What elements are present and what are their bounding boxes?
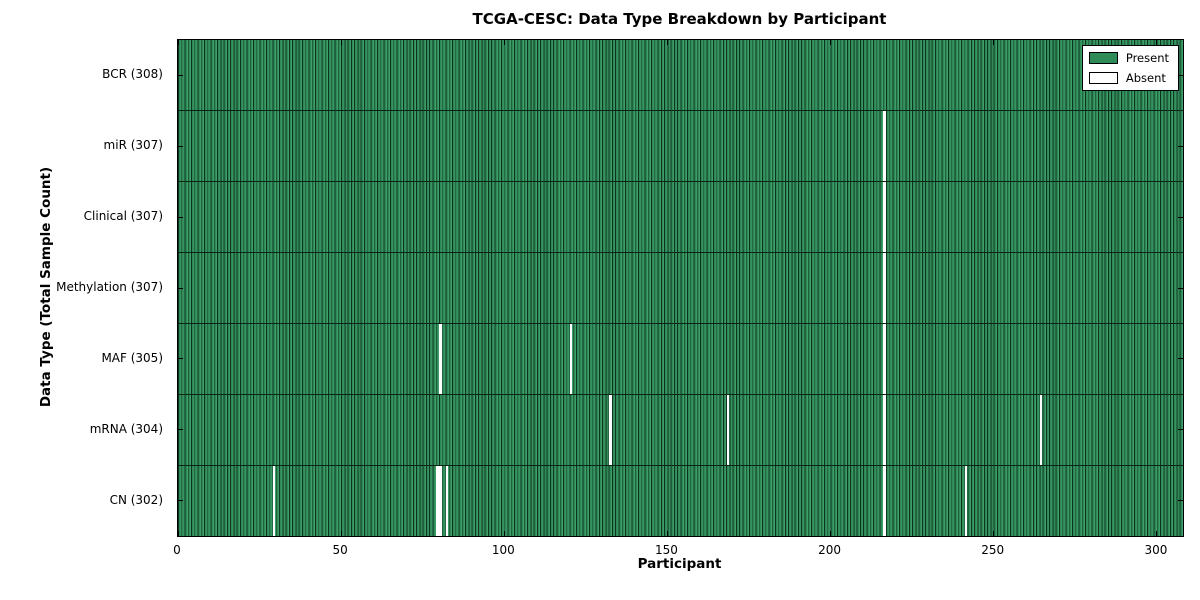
row-MAF bbox=[178, 323, 1183, 394]
tick-mark bbox=[1156, 531, 1158, 536]
legend-item-present: Present bbox=[1088, 51, 1169, 65]
x-tick-labels: 0 50 100 150 200 250 300 bbox=[173, 543, 1182, 559]
absent-bar bbox=[964, 466, 968, 536]
absent-bar bbox=[883, 253, 886, 323]
tick-mark bbox=[178, 216, 183, 218]
legend-present-label: Present bbox=[1125, 51, 1169, 65]
x-tick-label: 50 bbox=[332, 543, 348, 557]
x-axis-label: Participant bbox=[637, 556, 722, 572]
legend-absent-label: Absent bbox=[1125, 71, 1166, 85]
absent-bar bbox=[883, 466, 886, 536]
row-BCR bbox=[178, 40, 1183, 110]
chart-title: TCGA-CESC: Data Type Breakdown by Partic… bbox=[472, 10, 887, 28]
tick-mark bbox=[993, 40, 995, 45]
absent-bar bbox=[439, 466, 442, 536]
y-tick-label-mRNA: mRNA (304) bbox=[89, 421, 163, 436]
x-tick-label: 250 bbox=[981, 543, 1005, 557]
tick-mark bbox=[1178, 216, 1183, 218]
absent-bar bbox=[883, 111, 886, 181]
tick-mark bbox=[503, 531, 505, 536]
tick-mark bbox=[178, 429, 183, 431]
row-mRNA bbox=[178, 394, 1183, 465]
tick-mark bbox=[178, 74, 183, 76]
absent-bar bbox=[445, 466, 449, 536]
legend-absent-swatch bbox=[1088, 72, 1118, 84]
absent-bar bbox=[273, 466, 276, 536]
absent-bar bbox=[883, 182, 886, 252]
absent-bar bbox=[1039, 395, 1043, 465]
tick-mark bbox=[340, 531, 342, 536]
absent-bar bbox=[569, 324, 573, 394]
absent-bar bbox=[609, 395, 612, 465]
y-tick-label-Clinical: Clinical (307) bbox=[83, 209, 163, 224]
x-tick-label: 100 bbox=[491, 543, 515, 557]
row-Clinical bbox=[178, 181, 1183, 252]
tick-mark bbox=[1178, 358, 1183, 360]
tick-mark bbox=[830, 40, 832, 45]
y-tick-label-BCR: BCR (308) bbox=[102, 67, 163, 82]
absent-bar bbox=[883, 395, 886, 465]
y-tick-label-Methylation: Methylation (307) bbox=[56, 280, 163, 294]
legend-present-swatch bbox=[1088, 52, 1118, 64]
tick-mark bbox=[340, 40, 342, 45]
tick-mark bbox=[830, 531, 832, 536]
tick-mark bbox=[1178, 74, 1183, 76]
tick-mark bbox=[177, 531, 179, 536]
legend-item-absent: Absent bbox=[1088, 71, 1169, 85]
tick-mark bbox=[993, 531, 995, 536]
x-tick-label: 300 bbox=[1144, 543, 1168, 557]
tick-mark bbox=[1178, 429, 1183, 431]
y-tick-label-miR: miR (307) bbox=[103, 138, 163, 153]
y-tick-label-CN: CN (302) bbox=[109, 492, 163, 507]
y-tick-labels: BCR (308) miR (307) Clinical (307) Methylat… bbox=[0, 39, 170, 535]
x-tick-label: 200 bbox=[818, 543, 842, 557]
tick-mark bbox=[1178, 500, 1183, 502]
tick-mark bbox=[1156, 40, 1158, 45]
legend: Present Absent bbox=[1081, 45, 1179, 91]
x-tick-label: 150 bbox=[654, 543, 678, 557]
tick-mark bbox=[178, 287, 183, 289]
tick-mark bbox=[1178, 145, 1183, 147]
tick-mark bbox=[666, 531, 668, 536]
absent-bar bbox=[883, 324, 886, 394]
tick-mark bbox=[178, 358, 183, 360]
row-miR bbox=[178, 110, 1183, 181]
absent-bar bbox=[726, 395, 730, 465]
absent-bar bbox=[436, 466, 439, 536]
row-CN bbox=[178, 465, 1183, 536]
x-tick-label: 0 bbox=[173, 543, 181, 557]
plot-area: Present Absent bbox=[177, 39, 1184, 537]
tick-mark bbox=[1178, 287, 1183, 289]
tick-mark bbox=[666, 40, 668, 45]
y-tick-label-MAF: MAF (305) bbox=[101, 350, 163, 365]
absent-bar bbox=[439, 324, 442, 394]
row-Methylation bbox=[178, 252, 1183, 323]
tick-mark bbox=[178, 500, 183, 502]
tick-mark bbox=[178, 145, 183, 147]
tick-mark bbox=[177, 40, 179, 45]
tick-mark bbox=[503, 40, 505, 45]
presence-rows bbox=[178, 40, 1183, 536]
